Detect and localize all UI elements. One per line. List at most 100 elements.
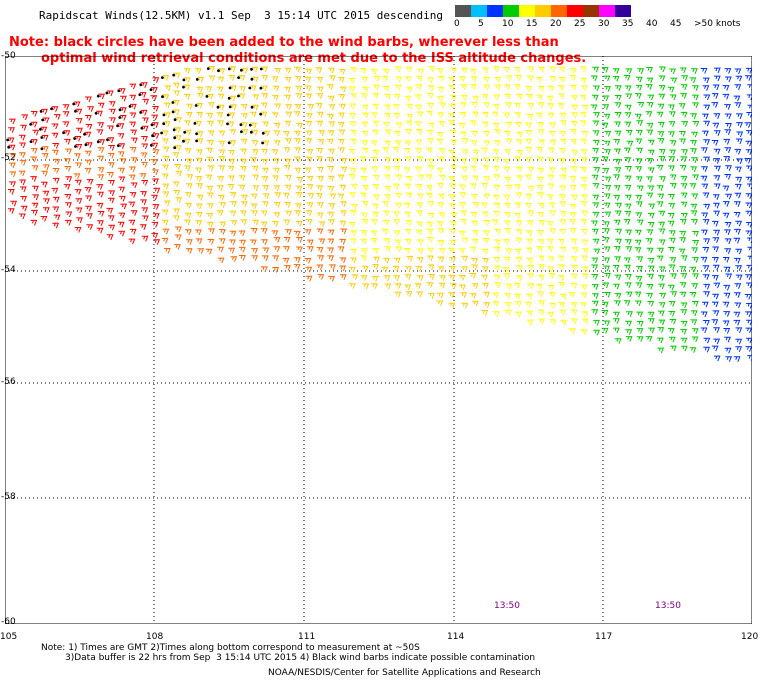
wind-barb [745, 202, 752, 209]
wind-barb [460, 84, 467, 90]
wind-barb [350, 248, 357, 255]
wind-barb [261, 239, 268, 245]
wind-barb [251, 149, 259, 155]
wind-barb [690, 148, 697, 154]
wind-barb [558, 282, 566, 288]
wind-barb [713, 148, 721, 155]
wind-barb [679, 131, 686, 137]
wind-barb [658, 319, 666, 326]
wind-barb [612, 68, 620, 74]
wind-barb [725, 193, 733, 200]
wind-barb [393, 230, 401, 237]
wind-barb [623, 300, 631, 306]
legend-label: 35 [622, 19, 634, 29]
wind-barb [493, 311, 500, 317]
wind-barb [294, 156, 301, 163]
wind-barb [593, 85, 600, 92]
wind-barb [370, 140, 378, 147]
wind-barb [196, 93, 204, 99]
wind-barb [294, 104, 302, 110]
wind-barb [493, 174, 501, 181]
wind-barb [646, 122, 654, 129]
wind-barb [384, 129, 392, 136]
wind-barb [668, 284, 675, 291]
wind-barb [493, 94, 500, 101]
contamination-circle [106, 138, 109, 142]
wind-barb [162, 164, 169, 171]
wind-barb [426, 111, 434, 117]
wind-barb [174, 135, 182, 141]
wind-barb [227, 165, 235, 172]
wind-barb [395, 174, 403, 181]
contamination-circle [105, 91, 109, 95]
wind-barb [240, 158, 247, 165]
wind-barb [713, 327, 720, 333]
wind-barb [745, 176, 752, 183]
wind-barb [658, 221, 666, 228]
wind-barb [19, 186, 27, 193]
wind-barb [745, 327, 752, 334]
wind-barb [680, 337, 688, 344]
wind-barb [604, 149, 611, 155]
wind-barb [547, 103, 554, 109]
wind-barb [240, 122, 248, 128]
wind-barb [404, 239, 412, 245]
wind-barb [450, 157, 457, 163]
contamination-circle [182, 78, 186, 82]
wind-barb [52, 143, 60, 149]
wind-barb [41, 108, 48, 115]
wind-barb [580, 201, 588, 207]
wind-barb [327, 113, 334, 120]
wind-barb [118, 186, 126, 193]
wind-barb [700, 256, 708, 263]
wind-barb [579, 95, 587, 101]
wind-barb [527, 264, 534, 271]
wind-barb [482, 111, 489, 118]
wind-barb [227, 121, 235, 128]
wind-barb [41, 181, 48, 188]
wind-barb [75, 144, 83, 150]
legend-label: 15 [526, 19, 538, 29]
wind-barb [97, 122, 105, 128]
wind-barb [328, 148, 335, 155]
wind-barb [252, 104, 259, 111]
wind-barb [535, 112, 543, 119]
wind-barb [362, 283, 370, 290]
wind-barb [689, 292, 697, 298]
wind-barb [207, 140, 214, 146]
wind-barb [647, 301, 655, 307]
wind-barb [348, 221, 356, 228]
wind-barb [228, 112, 235, 119]
wind-barb [681, 213, 688, 219]
wind-barb [548, 202, 556, 209]
wind-barb [733, 356, 741, 362]
wind-barb [557, 103, 565, 109]
wind-barb [205, 86, 213, 93]
wind-barb [559, 246, 567, 253]
wind-barb [692, 240, 700, 246]
wind-barb [425, 174, 433, 181]
wind-barb [515, 256, 523, 263]
wind-barb [416, 156, 424, 162]
contamination-circle [116, 124, 119, 128]
wind-barb [108, 190, 116, 197]
wind-barb [524, 203, 532, 209]
wind-barb [85, 195, 93, 202]
wind-barb [371, 283, 378, 289]
wind-barb [339, 103, 346, 110]
wind-barb [172, 215, 180, 222]
wind-barb [713, 229, 721, 236]
wind-barb [658, 302, 666, 308]
wind-barb [239, 86, 246, 92]
wind-barb [284, 202, 291, 208]
wind-barb [316, 77, 324, 83]
contamination-circle [96, 94, 100, 98]
wind-barb [723, 284, 731, 291]
wind-barb [634, 247, 642, 253]
wind-barb [580, 219, 587, 225]
wind-barb [240, 148, 247, 155]
wind-barb [283, 219, 291, 226]
wind-barb [404, 183, 411, 190]
wind-barb [722, 320, 730, 327]
wind-barb [722, 257, 730, 263]
